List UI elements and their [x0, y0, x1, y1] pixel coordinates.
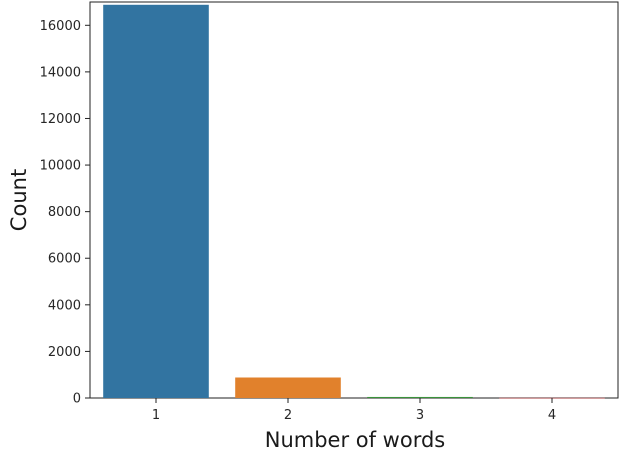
plot-frame: [89, 1, 619, 399]
y-axis-title: Count: [7, 169, 31, 231]
bar-3: [367, 396, 473, 398]
x-tick-label: 3: [416, 408, 424, 423]
bar-2: [235, 377, 341, 398]
x-tick-label: 2: [284, 408, 292, 423]
y-tick-label: 6000: [48, 252, 81, 267]
y-tick-label: 16000: [40, 19, 81, 34]
bars-group: [103, 4, 605, 399]
bar-1: [103, 4, 209, 399]
y-axis-ticks: 0 2000 4000 6000 8000 10000 12000 14000 16000: [40, 19, 90, 407]
y-tick-label: 2000: [48, 345, 81, 360]
y-tick-label: 10000: [40, 159, 81, 174]
y-tick-label: 4000: [48, 298, 81, 313]
y-tick-label: 8000: [48, 205, 81, 220]
y-tick-label: 12000: [40, 112, 81, 127]
x-axis-ticks: 1 2 3 4: [152, 398, 556, 423]
x-tick-label: 1: [152, 408, 160, 423]
y-tick-label: 14000: [40, 65, 81, 80]
x-tick-label: 4: [548, 408, 556, 423]
y-tick-label: 0: [73, 392, 81, 407]
x-axis-title: Number of words: [265, 428, 446, 452]
